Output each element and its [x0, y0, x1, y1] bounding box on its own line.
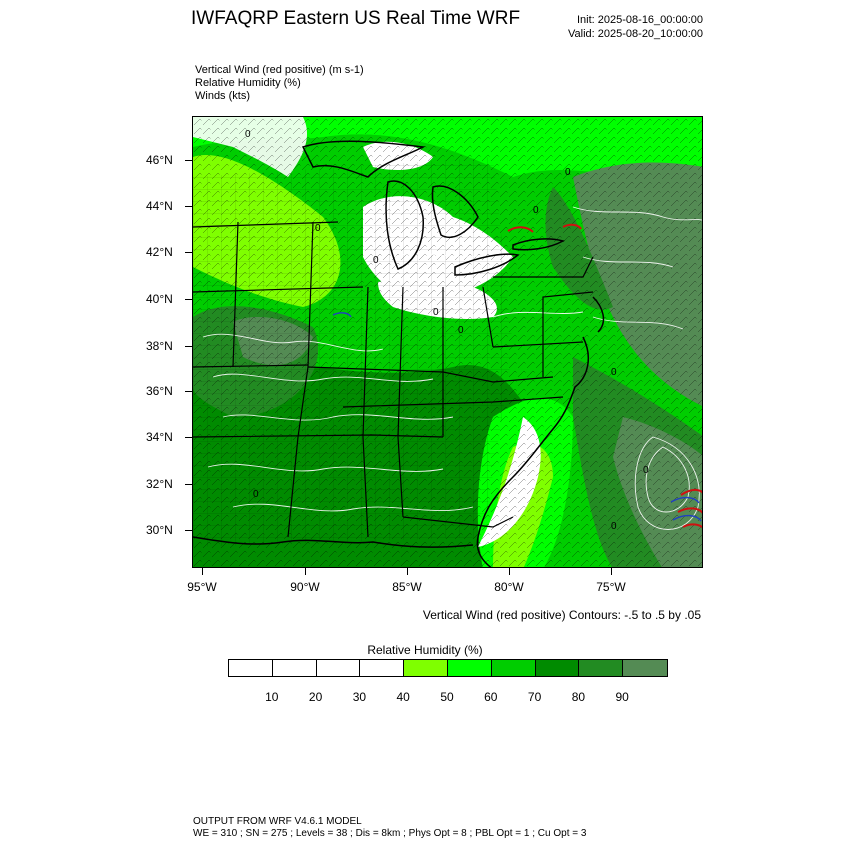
- lon-label: 95°W: [187, 580, 217, 594]
- colorbar-tick-label: 40: [396, 690, 410, 704]
- map-canvas: 0 0 0 0 0 0 0 0 0 0 0: [193, 117, 702, 567]
- lat-label: 42°N: [146, 245, 173, 259]
- footer: OUTPUT FROM WRF V4.6.1 MODEL WE = 310 ; …: [193, 816, 586, 840]
- updraft-cells: [507, 223, 702, 529]
- contour-label: 0: [611, 367, 617, 378]
- lat-label: 36°N: [146, 384, 173, 398]
- colorbar-tick-label: 80: [571, 690, 586, 704]
- lat-label: 46°N: [146, 153, 173, 167]
- lat-label: 32°N: [146, 477, 173, 491]
- colorbar-cell: [447, 660, 492, 676]
- colorbar-tick-label: 90: [615, 690, 629, 704]
- contour-label: 0: [433, 307, 439, 318]
- map-panel: 0 0 0 0 0 0 0 0 0 0 0: [192, 116, 703, 568]
- contour-label: 0: [643, 465, 649, 476]
- lon-label: 75°W: [596, 580, 626, 594]
- lat-label: 34°N: [146, 430, 173, 444]
- colorbar-cell: [579, 660, 624, 676]
- time-info: Init: 2025-08-16_00:00:00 Valid: 2025-08…: [568, 13, 703, 41]
- lat-tick: [185, 391, 192, 392]
- colorbar-tick-label: 60: [484, 690, 498, 704]
- init-time: Init: 2025-08-16_00:00:00: [577, 14, 703, 26]
- contour-label: 0: [611, 521, 617, 532]
- lon-label: 90°W: [290, 580, 320, 594]
- colorbar-cell: [623, 660, 667, 676]
- contour-label: 0: [458, 325, 464, 336]
- lon-tick: [509, 568, 510, 575]
- contour-note: Vertical Wind (red positive) Contours: -…: [422, 608, 701, 622]
- contour-label: 0: [565, 167, 571, 178]
- contour-label: 0: [533, 205, 539, 216]
- colorbar-cell: [535, 660, 580, 676]
- colorbar-cell: [404, 660, 448, 676]
- lat-label: 40°N: [146, 292, 173, 306]
- colorbar-cell: [272, 660, 317, 676]
- field-labels: Vertical Wind (red positive) (m s-1) Rel…: [195, 64, 364, 103]
- contour-label: 0: [245, 129, 251, 140]
- footer-model: OUTPUT FROM WRF V4.6.1 MODEL: [193, 816, 362, 827]
- colorbar-cell: [360, 660, 405, 676]
- downdraft-cells: [332, 312, 702, 522]
- colorbar-cell: [491, 660, 536, 676]
- colorbar-cell: [316, 660, 361, 676]
- lon-label: 80°W: [494, 580, 524, 594]
- lat-tick: [185, 437, 192, 438]
- colorbar: [228, 659, 668, 677]
- vertical-wind-contours: [202, 206, 702, 530]
- lat-label: 30°N: [146, 523, 173, 537]
- footer-config: WE = 310 ; SN = 275 ; Levels = 38 ; Dis …: [193, 828, 587, 839]
- lon-tick: [611, 568, 612, 575]
- lon-label: 85°W: [392, 580, 422, 594]
- lat-label: 44°N: [146, 199, 173, 213]
- field-label-vertical-wind: Vertical Wind (red positive) (m s-1): [195, 64, 364, 76]
- field-label-winds: Winds (kts): [195, 90, 250, 102]
- lat-tick: [185, 160, 192, 161]
- lon-tick: [305, 568, 306, 575]
- colorbar-tick-label: 50: [440, 690, 454, 704]
- county-grid-region: [193, 157, 513, 547]
- lat-tick: [185, 299, 192, 300]
- lat-tick: [185, 206, 192, 207]
- colorbar-cell: [229, 660, 273, 676]
- lat-tick: [185, 346, 192, 347]
- contour-label-group: 0 0 0 0 0 0 0 0 0 0 0: [245, 129, 649, 532]
- coastlines: [193, 140, 605, 567]
- plot-title: IWFAQRP Eastern US Real Time WRF: [191, 8, 521, 29]
- contour-label: 0: [253, 489, 259, 500]
- contour-label: 0: [315, 223, 321, 234]
- lon-tick: [407, 568, 408, 575]
- colorbar-tick-label: 20: [308, 690, 323, 704]
- colorbar-tick-label: 70: [527, 690, 542, 704]
- contour-label: 0: [373, 255, 379, 266]
- lat-label: 38°N: [146, 339, 173, 353]
- valid-time: Valid: 2025-08-20_10:00:00: [568, 28, 703, 40]
- lat-tick: [185, 530, 192, 531]
- field-label-rh: Relative Humidity (%): [195, 77, 301, 89]
- lat-tick: [185, 252, 192, 253]
- state-boundaries: [193, 221, 594, 538]
- lat-tick: [185, 484, 192, 485]
- lon-tick: [202, 568, 203, 575]
- colorbar-title: Relative Humidity (%): [367, 643, 483, 657]
- colorbar-tick-label: 30: [352, 690, 367, 704]
- colorbar-tick-label: 10: [265, 690, 279, 704]
